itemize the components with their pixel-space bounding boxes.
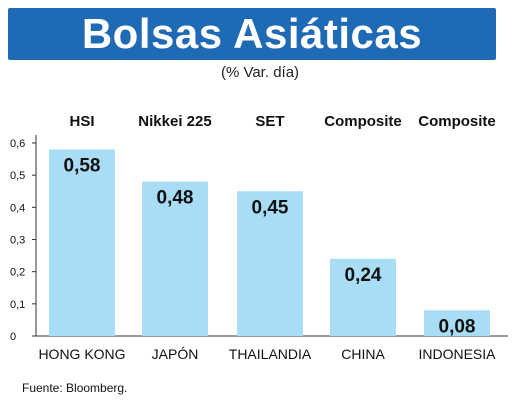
- bar: [49, 149, 115, 336]
- bar-value-label: 0,48: [157, 188, 194, 209]
- chart-title: Bolsas Asiáticas: [81, 10, 423, 57]
- x-category-label: JAPÓN: [152, 346, 199, 362]
- index-name-label: HSI: [69, 113, 94, 130]
- y-tick-label: 0,2: [10, 267, 25, 279]
- x-category-label: HONG KONG: [38, 346, 125, 362]
- bar-value-label: 0,58: [64, 155, 101, 176]
- y-tick-label: 0,5: [10, 170, 25, 182]
- bar: [237, 191, 303, 336]
- x-category-label: THAILANDIA: [229, 346, 312, 362]
- x-category-label: INDONESIA: [418, 346, 496, 362]
- index-name-label: Composite: [324, 113, 402, 130]
- x-category-label: CHINA: [341, 346, 385, 362]
- bar-value-label: 0,08: [439, 316, 476, 337]
- title-banner: Bolsas Asiáticas: [8, 8, 496, 60]
- bar: [424, 310, 490, 336]
- bar-value-label: 0,45: [252, 197, 289, 218]
- index-name-label: SET: [255, 113, 284, 130]
- y-tick-label: 0,1: [10, 299, 25, 311]
- source-note: Fuente: Bloomberg.: [22, 381, 128, 395]
- bar: [142, 181, 208, 336]
- y-tick-label: 0,4: [10, 202, 25, 214]
- bar: [330, 258, 396, 336]
- chart-subtitle: (% Var. día): [220, 64, 300, 81]
- y-tick-label: 0,6: [10, 138, 25, 150]
- bar-value-label: 0,24: [345, 265, 382, 286]
- index-name-label: Nikkei 225: [138, 113, 211, 130]
- index-name-label: Composite: [418, 113, 496, 130]
- y-tick-label: 0: [10, 331, 16, 343]
- y-tick-label: 0,3: [10, 235, 25, 247]
